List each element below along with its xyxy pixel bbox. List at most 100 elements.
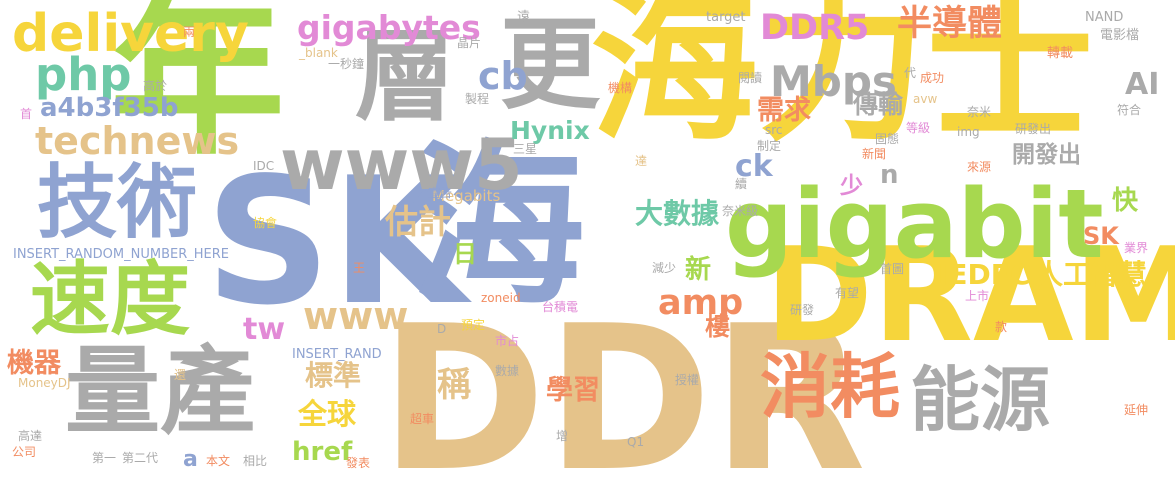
cloud-word: 上市 (965, 289, 990, 303)
cloud-word: 有望 (835, 286, 860, 300)
cloud-word: 增 (556, 429, 569, 443)
cloud-word: 王 (353, 261, 366, 275)
cloud-word: Mbps (770, 57, 897, 106)
cloud-word: 層 (355, 18, 455, 135)
cloud-word: DDR (380, 283, 867, 482)
cloud-word: www5 (280, 124, 523, 206)
cloud-word: 海力士 (590, 0, 1094, 164)
cloud-word: 半導體 (897, 4, 1003, 44)
cloud-word: 樓 (705, 312, 731, 341)
cloud-word: 研發 (790, 303, 815, 317)
cloud-word: 製程 (465, 92, 490, 106)
cloud-word: DRAM (765, 219, 1175, 371)
cloud-word: 海 (410, 126, 585, 329)
cloud-word: a (183, 447, 198, 472)
cloud-word: MoneyDJ (18, 376, 71, 390)
cloud-word: SK (205, 141, 467, 344)
cloud-word: zoneid (481, 291, 521, 305)
cloud-word: technews (35, 119, 240, 163)
cloud-word: 制定 (757, 139, 782, 153)
cloud-word: 新聞 (862, 147, 887, 161)
cloud-word: Q1 (627, 435, 645, 449)
cloud-word: _blank (299, 46, 338, 60)
cloud-word: 首圖 (880, 262, 905, 276)
cloud-word: 台積電 (542, 300, 579, 314)
cloud-word: a4b3f35b (40, 93, 179, 123)
cloud-word: 固態 (875, 132, 900, 146)
cloud-word: 少 (840, 173, 863, 199)
cloud-word: AI (1125, 67, 1160, 102)
cloud-word: tw (243, 312, 286, 347)
cloud-word: 等級 (906, 121, 931, 135)
cloud-word: 日 (453, 240, 477, 268)
cloud-word: 發表 (346, 456, 371, 470)
cloud-word: 消耗 (760, 346, 900, 428)
cloud-word: IDC (253, 159, 275, 173)
cloud-word: ck (735, 149, 773, 184)
cloud-word: gigabytes (297, 8, 481, 47)
cloud-word: 預定 (461, 318, 486, 332)
cloud-word: 達 (635, 154, 648, 168)
cloud-word: 成功 (920, 71, 945, 85)
cloud-word: img (957, 125, 980, 139)
cloud-word: 全球 (298, 397, 357, 431)
cloud-word: avw (913, 92, 938, 106)
cloud-word: 更 (500, 6, 600, 123)
cloud-word: php (35, 48, 132, 101)
cloud-word: src (765, 123, 783, 137)
cloud-word: 首 (20, 107, 33, 121)
cloud-word: 代 (904, 66, 917, 80)
cloud-word: 奈米級 (722, 204, 759, 218)
cloud-word: 遠 (517, 10, 531, 25)
cloud-word: 能源 (910, 359, 1050, 441)
cloud-word: 技術 (37, 156, 197, 249)
cloud-word: 新 (685, 255, 712, 285)
cloud-word: 大數據 (635, 197, 720, 230)
cloud-word: 高達 (18, 429, 43, 443)
cloud-word: 第一 (92, 451, 117, 465)
cloud-word: 數據 (495, 364, 520, 378)
cloud-word: 延伸 (1124, 403, 1149, 417)
cloud-word: 轉載 (1047, 46, 1074, 61)
cloud-word: 款 (995, 320, 1008, 334)
cloud-word: 電影檔 (1100, 28, 1140, 43)
cloud-word: amp (658, 283, 744, 323)
cloud-word: target (706, 10, 746, 25)
cloud-word: 超車 (410, 412, 435, 426)
cloud-word: 本文 (206, 454, 231, 468)
cloud-word: 年 (110, 0, 285, 179)
cloud-word: 人工智慧 (1035, 258, 1148, 291)
cloud-word: 奈米 (967, 105, 992, 119)
cloud-word: JEDEC (938, 258, 1031, 291)
cloud-word: Hynix (510, 116, 590, 145)
cloud-word: 減少 (652, 261, 677, 275)
cloud-word: 需求 (757, 95, 811, 126)
cloud-word: 傳輸 (853, 90, 904, 119)
cloud-word: 來源 (967, 160, 992, 174)
cloud-word: 速度 (30, 253, 190, 346)
cloud-word: 市占 (495, 334, 520, 348)
cloud-word: 快 (1112, 186, 1139, 216)
cloud-word: 第二代 (122, 451, 159, 465)
cloud-word: 業界 (1124, 241, 1149, 255)
cloud-word: gigabit (725, 170, 1104, 280)
cloud-word: 標準 (305, 359, 362, 392)
cloud-word: 宣告 (428, 186, 453, 200)
cloud-word: 相比 (243, 454, 268, 468)
cloud-word: 機構 (608, 81, 633, 95)
cloud-word: 三星 (513, 142, 538, 156)
cloud-word: 續 (735, 177, 748, 191)
cloud-word: 機器 (7, 348, 61, 379)
cloud-word: Megabits (432, 187, 501, 205)
cloud-word: 一秒鐘 (328, 57, 365, 71)
cloud-word: DDR5 (760, 8, 870, 48)
cloud-word: 協會 (253, 216, 278, 230)
cloud-word: 研發出 (1015, 122, 1052, 136)
cloud-word: 開發出 (1012, 142, 1081, 168)
cloud-word: n (880, 160, 899, 190)
cloud-word: 還 (174, 368, 187, 382)
cloud-word: cb (478, 54, 528, 98)
cloud-word: D (437, 322, 447, 336)
cloud-word: 晶片 (457, 36, 482, 50)
